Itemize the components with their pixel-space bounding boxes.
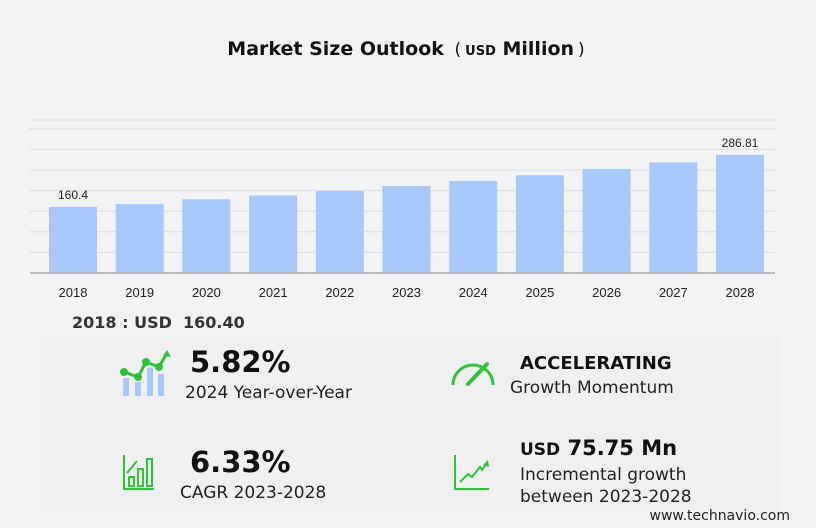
bar-2023 [382, 186, 431, 273]
summary-label: 2018 : USD [72, 313, 172, 332]
title-text: Market Size Outlook [227, 38, 444, 60]
x-tick-label: 2020 [192, 285, 221, 300]
bar-2025 [515, 175, 564, 273]
x-tick-label: 2019 [125, 285, 154, 300]
x-tick-label: 2024 [459, 285, 488, 300]
incremental-value: USD 75.75 Mn [520, 436, 677, 460]
x-tick-label: 2025 [525, 285, 554, 300]
bar-2027 [649, 162, 698, 273]
incremental-label-2: between 2023-2028 [520, 487, 692, 507]
incremental-amount: 75.75 Mn [567, 436, 678, 460]
x-tick-label: 2023 [392, 285, 421, 300]
bar-2028 [716, 154, 764, 273]
title-unit: USD [465, 44, 496, 59]
x-tick-label: 2018 [59, 285, 88, 300]
incremental-label-1: Incremental growth [520, 465, 687, 485]
bar-2026 [582, 168, 631, 273]
bar-chart: 2018 160.4 2019 2020 2021 2022 2023 2024 2025 202… [30, 119, 775, 300]
speedometer-icon [451, 362, 495, 386]
title-unit2: Million [502, 38, 575, 60]
cagr-value: 6.33% [190, 445, 291, 479]
source-url: www.technavio.com [649, 508, 791, 524]
summary-value: 160.40 [183, 313, 245, 332]
x-tick-label: 2026 [592, 285, 621, 300]
base-year-summary: 2018 : USD 160.40 [72, 313, 245, 332]
bar-2020 [182, 199, 231, 273]
incremental-prefix: USD [520, 440, 561, 460]
cagr-label: CAGR 2023-2028 [180, 483, 327, 503]
yoy-value: 5.82% [190, 345, 291, 379]
x-tick-label: 2022 [325, 285, 354, 300]
bar-2021 [249, 195, 298, 273]
bar-growth-icon [123, 455, 154, 490]
yoy-label: 2024 Year-over-Year [185, 383, 352, 403]
data-label: 286.81 [722, 136, 759, 150]
x-tick-label: 2021 [259, 285, 288, 300]
title-paren-close: ) [578, 40, 585, 60]
chart-title: Market Size Outlook (USD Million) [0, 38, 816, 60]
momentum-label: Growth Momentum [510, 378, 674, 398]
stats-panel [40, 336, 780, 511]
x-tick-label: 2027 [659, 285, 688, 300]
growth-chart-icon [120, 350, 171, 396]
x-tick-label: 2028 [726, 285, 755, 300]
trend-line-icon [454, 455, 489, 490]
bar-2018 [49, 206, 97, 273]
bar-2022 [315, 191, 364, 273]
momentum-value: ACCELERATING [520, 353, 672, 374]
bar-2019 [115, 204, 164, 273]
title-paren: ( [454, 40, 462, 60]
bar-2024 [449, 180, 498, 273]
data-label: 160.4 [58, 188, 88, 202]
